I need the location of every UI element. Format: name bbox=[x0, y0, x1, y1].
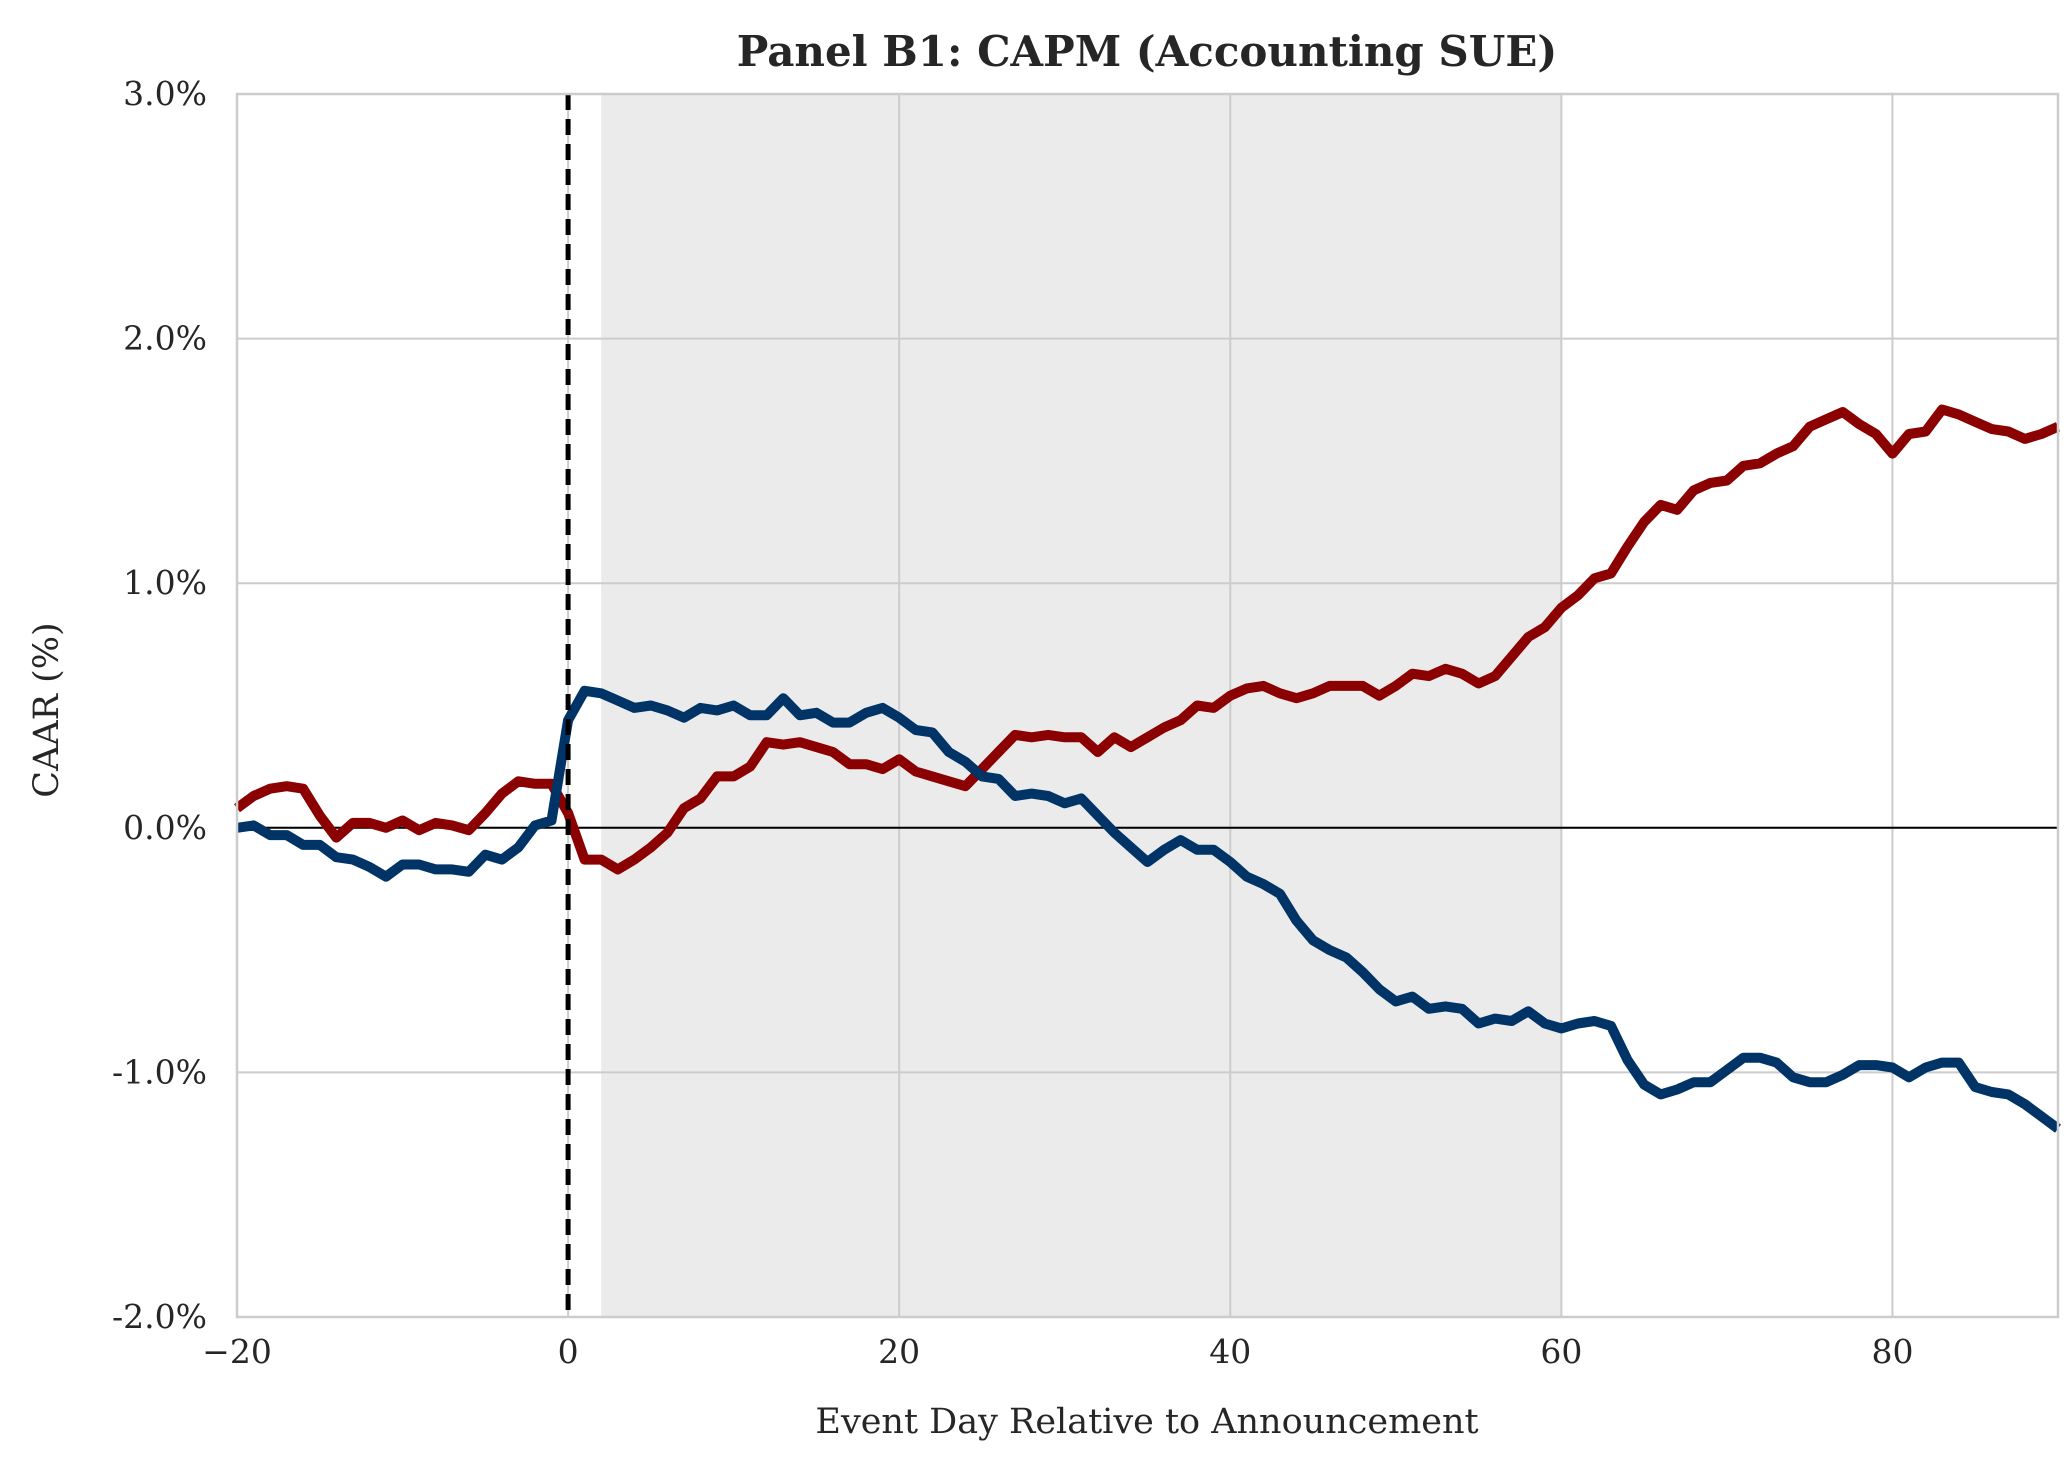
y-tick-label: -2.0% bbox=[112, 1297, 207, 1336]
x-tick-label: 80 bbox=[1871, 1332, 1913, 1371]
x-axis-ticks: −20 0 20 40 60 80 bbox=[202, 1332, 1913, 1371]
y-tick-label: 2.0% bbox=[123, 319, 207, 358]
plot-frame bbox=[235, 92, 2060, 1319]
series-line-1 bbox=[234, 404, 2061, 875]
x-tick-label: 20 bbox=[878, 1332, 920, 1371]
y-tick-label: 1.0% bbox=[123, 563, 207, 602]
shaded-region-layer bbox=[601, 94, 1562, 1317]
shaded-region bbox=[601, 94, 1562, 1317]
y-axis-ticks: -2.0% -1.0% 0.0% 1.0% 2.0% 3.0% bbox=[112, 74, 207, 1336]
x-tick-label: −20 bbox=[202, 1332, 272, 1371]
y-tick-label: 0.0% bbox=[123, 808, 207, 847]
plot-frame-layer bbox=[235, 92, 2060, 1319]
y-tick-label: 3.0% bbox=[123, 74, 207, 113]
x-tick-label: 60 bbox=[1540, 1332, 1582, 1371]
y-axis-label: CAAR (%) bbox=[27, 622, 67, 797]
chart-title: Panel B1: CAPM (Accounting SUE) bbox=[737, 27, 1557, 76]
y-tick-label: -1.0% bbox=[112, 1052, 207, 1091]
series-layer bbox=[234, 404, 2061, 1133]
x-tick-label: 0 bbox=[558, 1332, 579, 1371]
x-axis-label: Event Day Relative to Announcement bbox=[815, 1402, 1478, 1442]
x-tick-label: 40 bbox=[1209, 1332, 1251, 1371]
series-line-2 bbox=[236, 685, 2061, 1133]
